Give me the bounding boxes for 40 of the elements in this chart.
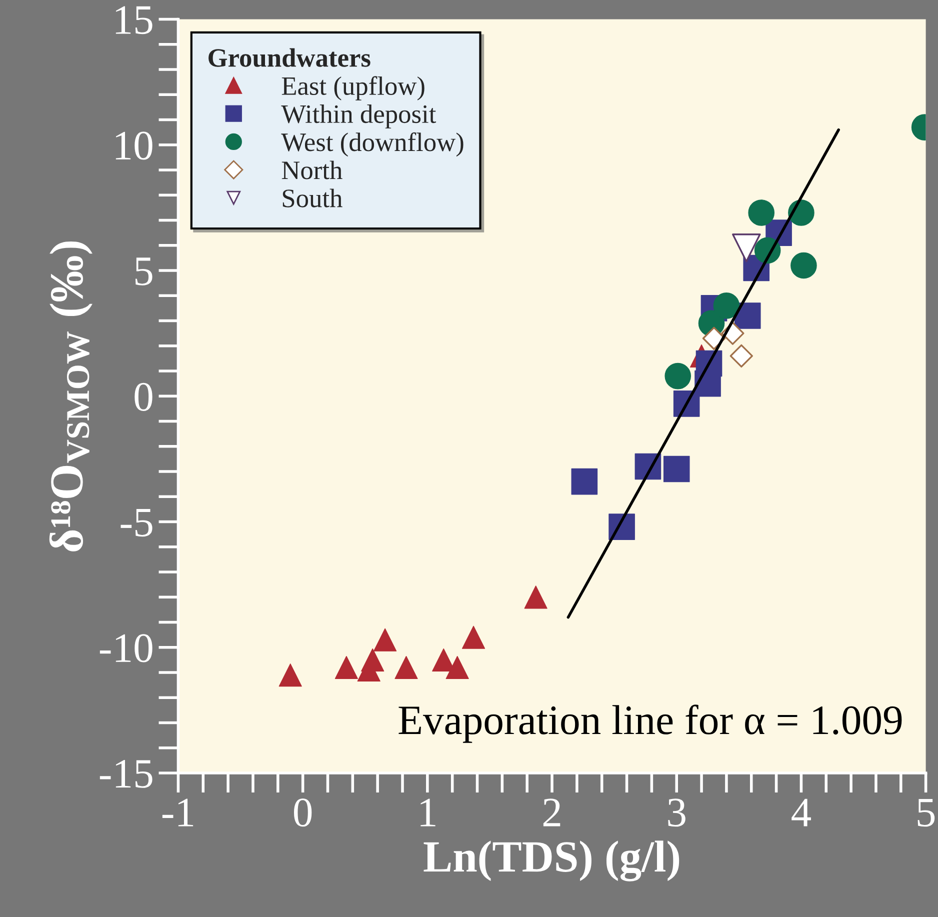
x-tick-label: -1 bbox=[162, 798, 194, 826]
x-tick-label: 0 bbox=[294, 798, 312, 827]
y-tick-label: 10 bbox=[116, 132, 152, 160]
point bbox=[664, 362, 692, 390]
point bbox=[462, 626, 486, 649]
x-axis-title: Ln(TDS) (g/l) bbox=[424, 840, 680, 882]
point bbox=[374, 628, 397, 652]
y-axis-title: δ¹⁸O$_{VSMOW}$ (‰) bbox=[49, 242, 92, 552]
y-tick-label: 5 bbox=[136, 258, 152, 286]
legend-title: Groundwaters bbox=[208, 48, 370, 67]
legend-label: East (upflow) bbox=[282, 76, 424, 100]
x-tick-label: 5 bbox=[918, 798, 935, 827]
point bbox=[361, 648, 384, 672]
point bbox=[394, 656, 418, 680]
point bbox=[278, 663, 302, 687]
x-tick-label: 2 bbox=[543, 798, 560, 826]
y-tick-label: -15 bbox=[100, 760, 152, 788]
point bbox=[702, 326, 726, 350]
x-tick-label: 1 bbox=[420, 798, 436, 826]
y-tick-label: 0 bbox=[134, 382, 152, 412]
x-tick-label: 3 bbox=[668, 798, 686, 827]
x-tick-label: 4 bbox=[792, 798, 811, 826]
y-tick-label: -10 bbox=[100, 634, 152, 662]
point bbox=[748, 200, 774, 226]
point bbox=[730, 344, 753, 368]
point bbox=[524, 586, 548, 609]
point bbox=[446, 656, 469, 680]
legend-label: South bbox=[282, 188, 342, 208]
y-tick-label: -5 bbox=[120, 508, 152, 537]
point bbox=[713, 292, 740, 319]
point bbox=[790, 252, 817, 279]
point bbox=[571, 468, 598, 495]
point bbox=[334, 656, 358, 680]
point bbox=[663, 456, 690, 482]
annotation: Evaporation line for α = 1.009 bbox=[398, 704, 902, 743]
legend-label: West (downflow) bbox=[281, 132, 464, 157]
y-tick-label: 15 bbox=[116, 6, 152, 34]
point bbox=[732, 234, 761, 262]
legend-label: Within deposit bbox=[281, 104, 436, 128]
legend-label: North bbox=[282, 160, 342, 180]
